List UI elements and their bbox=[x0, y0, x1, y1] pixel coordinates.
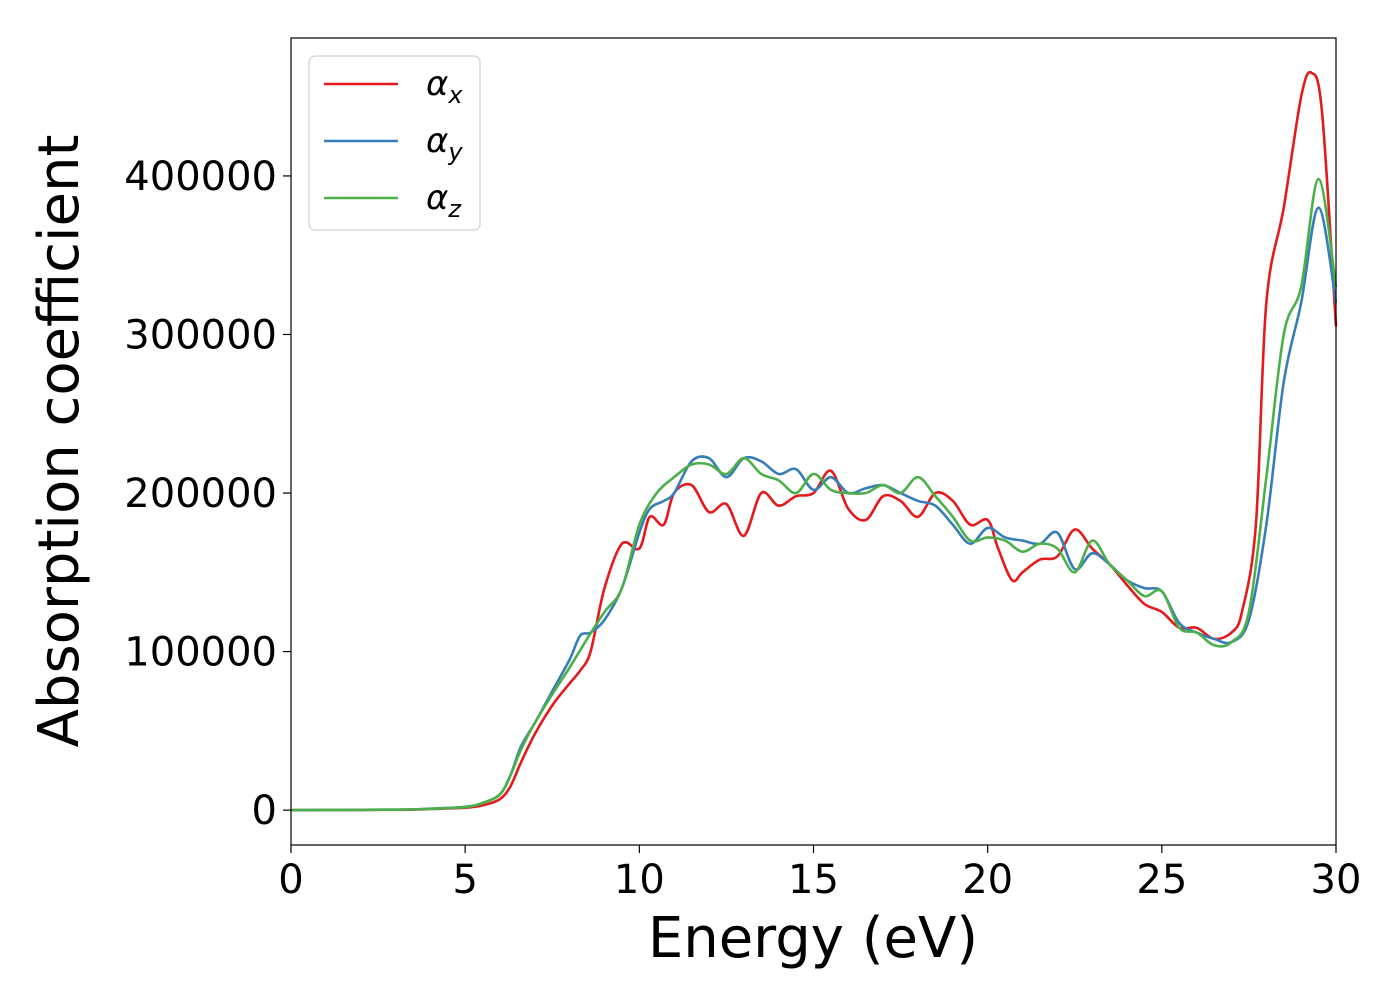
x-tick-label: 0 bbox=[278, 857, 303, 903]
y-tick-label: 0 bbox=[252, 788, 277, 834]
legend-subscript-z: z bbox=[447, 195, 462, 223]
series-line-x bbox=[290, 70, 1338, 812]
y-axis-ticks: 0 100000 200000 300000 400000 bbox=[124, 154, 291, 834]
legend-subscript-x: x bbox=[447, 81, 463, 109]
x-tick-label: 20 bbox=[962, 857, 1013, 903]
legend-box bbox=[308, 55, 481, 231]
y-axis-label: Absorption coefficient bbox=[27, 135, 92, 748]
series-line-z bbox=[290, 177, 1338, 812]
x-tick-label: 30 bbox=[1311, 857, 1362, 903]
x-tick-label: 10 bbox=[614, 857, 665, 903]
series-lines bbox=[290, 70, 1338, 812]
x-axis-label: Energy (eV) bbox=[648, 906, 978, 971]
x-tick-label: 15 bbox=[788, 857, 839, 903]
y-tick-label: 200000 bbox=[124, 471, 277, 517]
x-axis-ticks: 0 5 10 15 20 25 30 bbox=[278, 845, 1361, 903]
y-tick-label: 400000 bbox=[124, 154, 277, 200]
legend-subscript-y: y bbox=[447, 138, 463, 166]
y-tick-label: 100000 bbox=[124, 630, 277, 676]
x-tick-label: 5 bbox=[452, 857, 477, 903]
x-tick-label: 25 bbox=[1136, 857, 1187, 903]
y-tick-label: 300000 bbox=[124, 312, 277, 358]
